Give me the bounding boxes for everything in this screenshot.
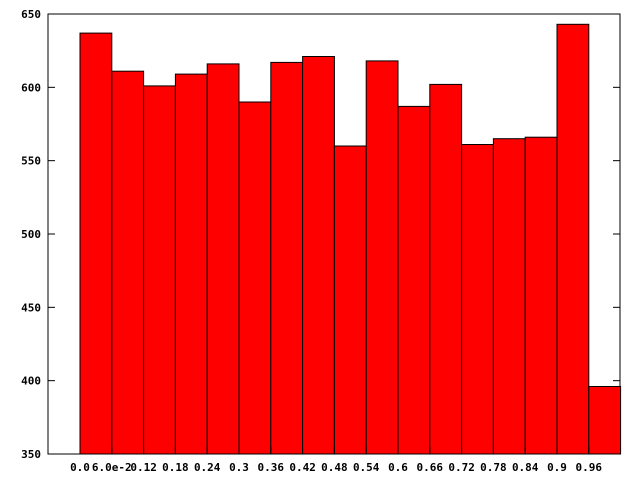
bar-5 — [238, 101, 272, 455]
xtick-label-12: 0.72 — [448, 461, 475, 474]
xtick-label-1: 6.0e-2 — [92, 461, 132, 474]
ytick-label-2: 450 — [21, 301, 41, 314]
bar-11 — [429, 83, 463, 455]
xtick-label-6: 0.36 — [258, 461, 285, 474]
bar-15 — [556, 23, 590, 455]
ytick-label-3: 500 — [21, 228, 41, 241]
x-axis: 0.0 6.0e-20.12 0.18 0.24 0.3 0.36 0.42 0.48 0.54… — [70, 447, 602, 474]
bar-8 — [333, 145, 367, 455]
bars-group — [79, 23, 622, 455]
xtick-label-15: 0.9 — [547, 461, 567, 474]
xtick-label-13: 0.78 — [480, 461, 507, 474]
y-axis: 350 400 450 500 550 600 650 — [21, 8, 620, 461]
xtick-label-10: 0.6 — [388, 461, 408, 474]
bar-1 — [111, 70, 145, 455]
xtick-label-9: 0.54 — [353, 461, 380, 474]
ytick-label-4: 550 — [21, 155, 41, 168]
xtick-label-4: 0.24 — [194, 461, 221, 474]
bar-14 — [524, 136, 558, 455]
bar-12 — [461, 144, 494, 455]
xtick-label-5: 0.3 — [229, 461, 249, 474]
bar-9 — [365, 60, 399, 455]
ytick-label-1: 400 — [21, 375, 41, 388]
bar-10 — [397, 105, 431, 455]
bar-16 — [588, 386, 622, 455]
bar-7 — [302, 56, 335, 455]
bar-13 — [492, 138, 526, 455]
bar-0 — [79, 32, 113, 455]
ytick-label-5: 600 — [21, 81, 41, 94]
xtick-label-3: 0.18 — [162, 461, 189, 474]
xtick-label-16: 0.96 — [576, 461, 603, 474]
ytick-label-6: 650 — [21, 8, 41, 21]
bar-2 — [143, 85, 176, 455]
bar-4 — [206, 63, 240, 455]
xtick-label-2: 0.12 — [130, 461, 157, 474]
xtick-label-14: 0.84 — [512, 461, 539, 474]
bar-3 — [174, 73, 208, 455]
xtick-label-7: 0.42 — [289, 461, 316, 474]
ytick-label-0: 350 — [21, 448, 41, 461]
bar-6 — [270, 61, 304, 455]
xtick-label-11: 0.66 — [417, 461, 444, 474]
xtick-label-8: 0.48 — [321, 461, 348, 474]
xtick-label-0: 0.0 — [70, 461, 90, 474]
